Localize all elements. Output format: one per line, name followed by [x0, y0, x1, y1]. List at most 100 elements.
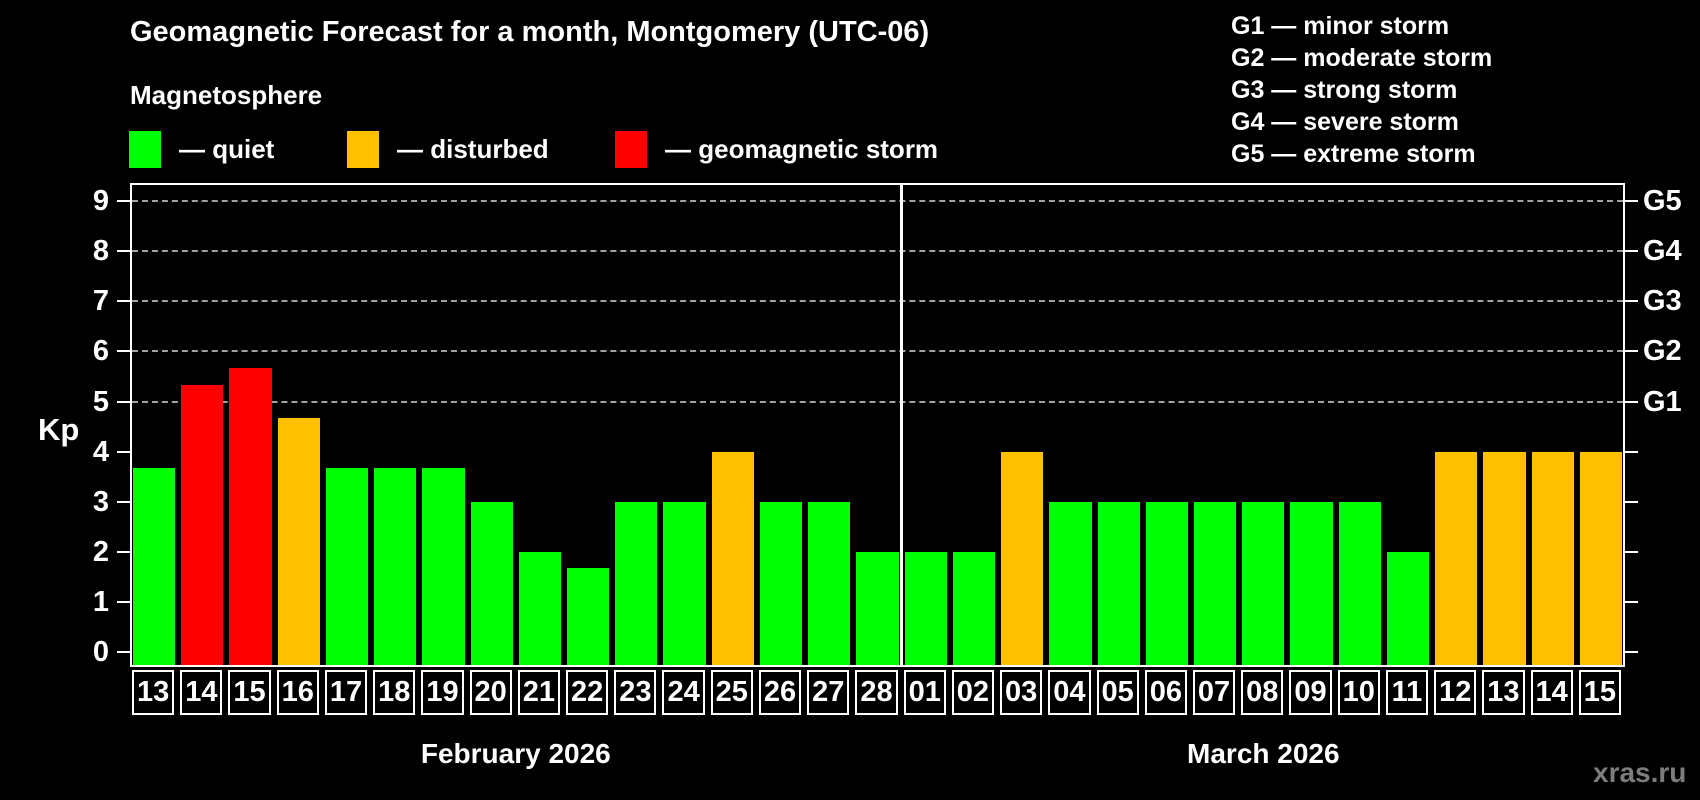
- watermark-xras: xras.ru: [1593, 757, 1687, 788]
- y-tick-left-2: [117, 550, 130, 553]
- g-level-label-g1: G1: [1643, 385, 1682, 418]
- kp-bar-march-14: [1531, 451, 1574, 665]
- date-label-february-26: 26: [758, 670, 802, 715]
- y-tick-label-5: 5: [92, 385, 109, 418]
- date-label-march-05: 05: [1096, 670, 1139, 715]
- legend-item-disturbed: — disturbed: [347, 131, 549, 168]
- y-tick-label-6: 6: [92, 335, 109, 368]
- gridline-kp-7: [132, 300, 1623, 303]
- y-tick-label-0: 0: [92, 636, 109, 668]
- kp-bar-march-05: [1097, 501, 1140, 665]
- y-tick-label-4: 4: [92, 435, 109, 468]
- kp-bar-march-09: [1290, 501, 1333, 665]
- y-tick-right-7: [1625, 300, 1638, 303]
- date-label-march-06: 06: [1144, 670, 1187, 715]
- storm-scale-legend: G1 — minor storm G2 — moderate storm G3 …: [1231, 10, 1492, 170]
- kp-bar-february-24: [663, 501, 706, 665]
- kp-bar-february-21: [518, 551, 562, 665]
- date-label-february-18: 18: [373, 670, 416, 715]
- legend-label-storm: — geomagnetic storm: [665, 134, 939, 164]
- kp-bar-march-08: [1242, 501, 1285, 665]
- y-tick-right-5: [1625, 400, 1638, 403]
- y-tick-right-0: [1625, 651, 1638, 653]
- month-divider: [900, 183, 904, 667]
- kp-bar-february-15: [229, 367, 272, 665]
- kp-bar-march-04: [1049, 501, 1092, 665]
- date-label-february-20: 20: [469, 670, 512, 715]
- g-level-label-g2: G2: [1643, 335, 1682, 368]
- date-label-march-07: 07: [1192, 670, 1236, 715]
- kp-bar-march-15: [1579, 451, 1622, 665]
- kp-bar-february-25: [711, 451, 754, 665]
- y-tick-label-9: 9: [92, 185, 109, 218]
- date-label-march-10: 10: [1337, 670, 1380, 715]
- date-label-february-25: 25: [710, 670, 753, 715]
- kp-bar-march-06: [1145, 501, 1188, 665]
- kp-bar-march-13: [1483, 451, 1526, 665]
- date-label-february-17: 17: [324, 670, 368, 715]
- date-label-february-13: 13: [132, 670, 175, 715]
- y-tick-right-9: [1625, 200, 1638, 203]
- y-tick-left-9: [117, 200, 130, 203]
- storm-scale-g2: G2 — moderate storm: [1231, 44, 1493, 72]
- storm-scale-g5: G5 — extreme storm: [1231, 140, 1476, 168]
- gridline-kp-5: [132, 400, 1623, 403]
- kp-bar-february-20: [470, 501, 513, 665]
- y-tick-left-7: [117, 300, 130, 303]
- date-label-march-12: 12: [1434, 670, 1477, 715]
- month-label-february: February 2026: [420, 738, 611, 769]
- kp-bar-february-13: [133, 468, 176, 665]
- kp-bar-february-18: [374, 468, 417, 665]
- legend-label-disturbed: — disturbed: [397, 134, 549, 164]
- y-axis-label-kp: Kp: [38, 412, 80, 447]
- kp-bar-february-17: [325, 468, 369, 665]
- gridline-kp-9: [132, 200, 1623, 203]
- kp-bar-march-12: [1435, 451, 1478, 665]
- quiet-color-swatch: [129, 131, 161, 168]
- month-label-march: March 2026: [1187, 738, 1340, 769]
- date-label-february-14: 14: [180, 670, 223, 715]
- y-tick-label-1: 1: [92, 585, 109, 618]
- y-tick-left-6: [117, 350, 130, 353]
- kp-bar-february-27: [808, 501, 851, 665]
- legend-item-storm: — geomagnetic storm: [615, 131, 938, 168]
- kp-bar-march-01: [904, 551, 947, 665]
- date-label-february-21: 21: [517, 670, 561, 715]
- kp-bar-february-28: [856, 551, 899, 665]
- kp-bar-february-23: [615, 501, 658, 665]
- y-tick-label-3: 3: [92, 485, 109, 518]
- y-tick-right-3: [1625, 500, 1638, 503]
- legend-item-quiet: — quiet: [129, 131, 274, 168]
- storm-scale-g3: G3 — strong storm: [1231, 76, 1458, 104]
- gridline-kp-6: [132, 350, 1623, 353]
- disturbed-color-swatch: [347, 131, 379, 168]
- subtitle-magnetosphere: Magnetosphere: [130, 80, 323, 110]
- kp-bar-february-19: [422, 468, 465, 665]
- date-label-february-15: 15: [228, 670, 271, 715]
- page-title: Geomagnetic Forecast for a month, Montgo…: [130, 16, 930, 48]
- date-label-february-28: 28: [855, 670, 898, 715]
- date-label-february-23: 23: [614, 670, 657, 715]
- kp-bar-february-22: [567, 568, 610, 665]
- y-tick-left-4: [117, 450, 130, 453]
- date-label-march-01: 01: [903, 670, 946, 715]
- y-tick-left-5: [117, 400, 130, 403]
- kp-bar-february-14: [181, 384, 224, 665]
- storm-scale-g1: G1 — minor storm: [1231, 12, 1450, 40]
- g-level-label-g4: G4: [1643, 235, 1682, 268]
- date-label-march-14: 14: [1530, 670, 1573, 715]
- kp-bar-march-03: [1001, 451, 1044, 665]
- y-tick-label-2: 2: [92, 535, 109, 568]
- gridline-kp-8: [132, 250, 1623, 253]
- y-tick-left-3: [117, 500, 130, 503]
- y-tick-left-1: [117, 600, 130, 603]
- g-level-label-g3: G3: [1643, 285, 1682, 318]
- y-tick-left-0: [117, 651, 130, 653]
- date-label-march-03: 03: [1000, 670, 1043, 715]
- kp-bar-march-02: [952, 551, 996, 665]
- kp-bar-february-26: [759, 501, 803, 665]
- y-tick-label-8: 8: [92, 235, 109, 268]
- date-label-february-27: 27: [807, 670, 850, 715]
- date-label-february-19: 19: [421, 670, 464, 715]
